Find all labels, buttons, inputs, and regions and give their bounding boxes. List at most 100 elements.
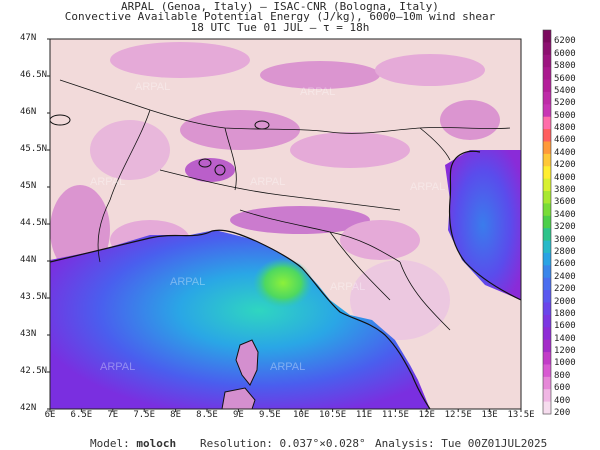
colorbar-label: 6000 bbox=[554, 48, 576, 59]
colorbar-label: 4400 bbox=[554, 147, 576, 158]
colorbar-swatch bbox=[543, 240, 551, 254]
model-info: Model: moloch bbox=[90, 437, 176, 450]
colorbar-swatch bbox=[543, 141, 551, 155]
colorbar-swatch bbox=[543, 352, 551, 365]
lon-label: 7.5E bbox=[133, 410, 156, 420]
svg-text:ARPAL: ARPAL bbox=[100, 361, 135, 373]
lon-label: 6E bbox=[44, 410, 56, 420]
svg-text:ARPAL: ARPAL bbox=[90, 176, 125, 188]
colorbar-label: 1000 bbox=[554, 358, 576, 369]
colorbar-swatch bbox=[543, 364, 551, 378]
colorbar-swatch bbox=[543, 376, 551, 390]
colorbar-label: 3200 bbox=[554, 222, 576, 233]
svg-text:ARPAL: ARPAL bbox=[135, 81, 170, 93]
ligurian-sea-cape bbox=[50, 230, 430, 409]
colorbar-label: 600 bbox=[554, 383, 571, 394]
colorbar-label: 4800 bbox=[554, 123, 576, 134]
colorbar-swatch bbox=[543, 265, 551, 279]
svg-text:ARPAL: ARPAL bbox=[170, 276, 205, 288]
title-line-2: Convective Available Potential Energy (J… bbox=[64, 10, 496, 23]
colorbar-swatch bbox=[543, 30, 551, 43]
corsica-coast bbox=[235, 339, 259, 386]
lon-label: 7E bbox=[107, 410, 119, 420]
colorbar-swatch bbox=[543, 339, 551, 353]
lon-label: 9.5E bbox=[258, 410, 281, 420]
colorbar-label: 5000 bbox=[554, 110, 576, 121]
lon-label: 13E bbox=[481, 410, 498, 420]
colorbar-label: 2400 bbox=[554, 271, 576, 282]
colorbar-swatch bbox=[543, 153, 551, 167]
colorbar-swatch bbox=[543, 178, 551, 192]
lat-label: 46.5N bbox=[20, 70, 48, 80]
colorbar-label: 5600 bbox=[554, 73, 576, 84]
colorbar-label: 4000 bbox=[554, 172, 576, 183]
colorbar-swatch bbox=[543, 277, 551, 291]
colorbar-label: 3800 bbox=[554, 185, 576, 196]
lon-label: 10.5E bbox=[319, 410, 347, 420]
lat-label: 46N bbox=[20, 107, 37, 117]
lon-label: 9E bbox=[232, 410, 244, 420]
colorbar-swatch bbox=[543, 191, 551, 204]
lat-label: 43N bbox=[20, 329, 37, 339]
colorbar-swatch bbox=[543, 54, 551, 68]
lat-label: 42.5N bbox=[20, 366, 48, 376]
adriatic-sea-cape bbox=[445, 150, 521, 300]
colorbar-label: 3400 bbox=[554, 209, 576, 220]
country-borders bbox=[59, 79, 511, 331]
colorbar-swatch bbox=[543, 203, 551, 217]
lat-label: 43.5N bbox=[20, 292, 48, 302]
lat-label: 47N bbox=[20, 33, 37, 43]
colorbar-swatch bbox=[543, 314, 551, 328]
svg-text:ARPAL: ARPAL bbox=[250, 176, 285, 188]
resolution-info: Resolution: 0.037°×0.028° bbox=[200, 437, 366, 450]
lon-label: 13.5E bbox=[507, 410, 535, 420]
colorbar-swatch bbox=[543, 215, 551, 229]
colorbar-swatch bbox=[543, 104, 551, 118]
sardinia-coast bbox=[221, 387, 256, 409]
svg-text:ARPAL: ARPAL bbox=[410, 181, 445, 193]
colorbar-label: 3600 bbox=[554, 197, 576, 208]
colorbar-label: 5200 bbox=[554, 98, 576, 109]
colorbar-swatch bbox=[543, 290, 551, 304]
colorbar-label: 5800 bbox=[554, 61, 576, 72]
arpal-watermark: ARPAL ARPAL ARPAL ARPAL ARPAL ARPAL ARPA… bbox=[90, 81, 445, 373]
colorbar-label: 1800 bbox=[554, 308, 576, 319]
lakes bbox=[50, 114, 270, 176]
colorbar-swatch bbox=[543, 228, 551, 242]
colorbar-swatch bbox=[543, 42, 551, 56]
svg-text:ARPAL: ARPAL bbox=[270, 361, 305, 373]
colorbar-swatch bbox=[543, 327, 551, 341]
lon-label: 6.5E bbox=[70, 410, 93, 420]
lat-label: 45.5N bbox=[20, 144, 48, 154]
colorbar-label: 800 bbox=[554, 370, 571, 381]
colorbar-label: 1600 bbox=[554, 321, 576, 332]
colorbar-label: 2200 bbox=[554, 284, 576, 295]
italian-west-coast bbox=[50, 229, 431, 409]
lat-label: 44.5N bbox=[20, 218, 48, 228]
colorbar-label: 4600 bbox=[554, 135, 576, 146]
colorbar-label: 6200 bbox=[554, 36, 576, 47]
model-label: Model: bbox=[90, 437, 130, 450]
colorbar-label: 400 bbox=[554, 395, 571, 406]
italian-east-coast bbox=[448, 150, 521, 301]
colorbar-label: 2600 bbox=[554, 259, 576, 270]
svg-text:ARPAL: ARPAL bbox=[300, 86, 335, 98]
lat-label: 44N bbox=[20, 255, 37, 265]
lon-label: 11E bbox=[355, 410, 373, 420]
colorbar-label: 4200 bbox=[554, 160, 576, 171]
colorbar-swatch bbox=[543, 166, 551, 180]
model-name: moloch bbox=[136, 437, 177, 450]
lon-label: 8.5E bbox=[196, 410, 218, 420]
colorbar-swatch bbox=[543, 252, 551, 266]
analysis-info: Analysis: Tue 00Z01JUL2025 bbox=[375, 437, 548, 450]
colorbar-label: 1200 bbox=[554, 346, 576, 357]
title-line-3: 18 UTC Tue 01 JUL — τ = 18h bbox=[190, 21, 370, 34]
colorbar bbox=[542, 29, 552, 415]
colorbar-label: 5400 bbox=[554, 85, 576, 96]
colorbar-swatch bbox=[543, 401, 551, 415]
lat-label: 42N bbox=[20, 403, 37, 413]
lat-label: 45N bbox=[20, 181, 37, 191]
svg-text:ARPAL: ARPAL bbox=[330, 281, 365, 293]
lon-label: 11.5E bbox=[381, 410, 409, 420]
